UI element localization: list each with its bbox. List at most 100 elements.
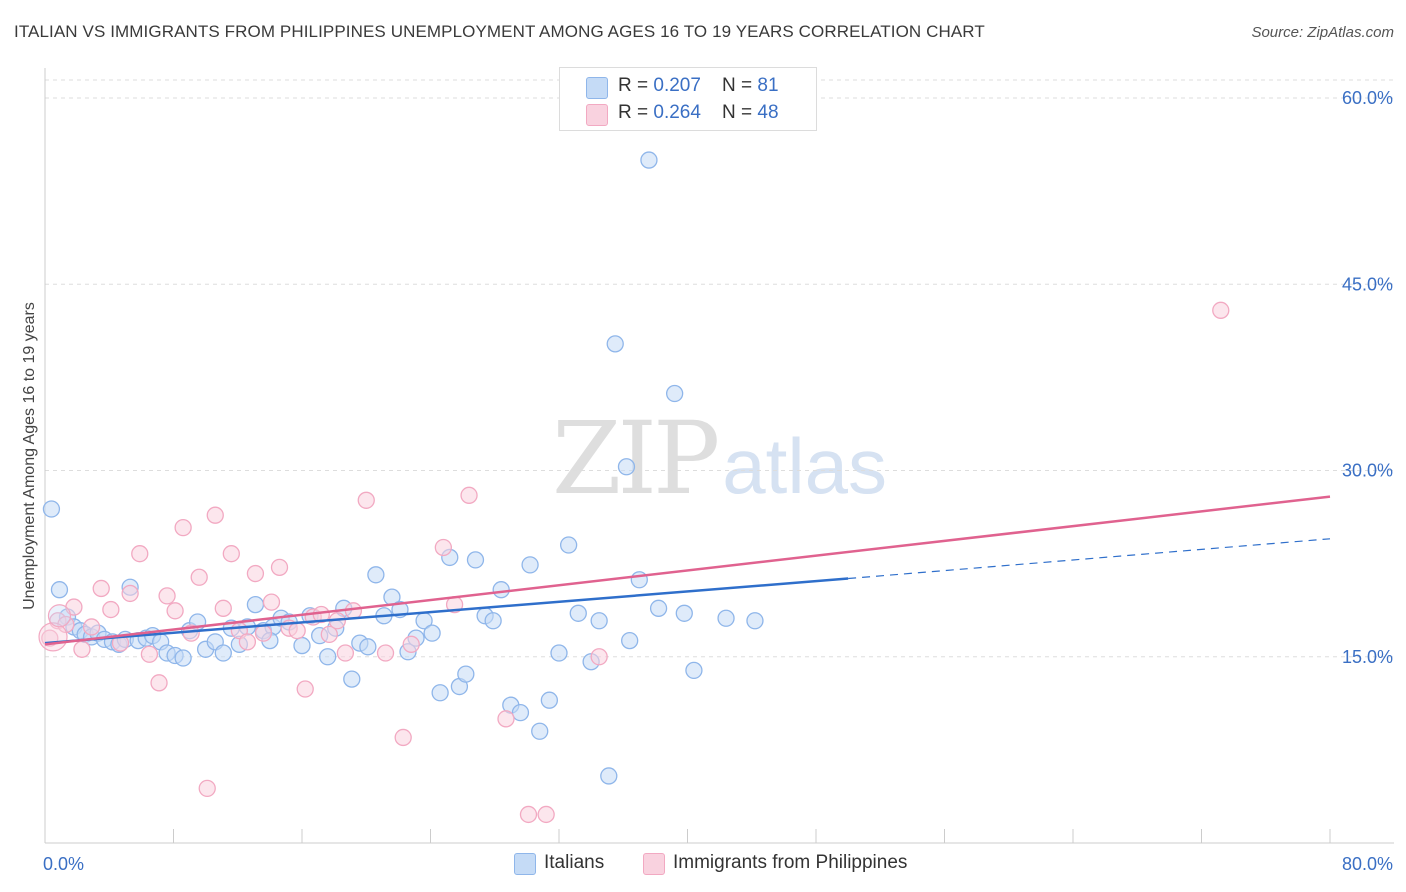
philippines-swatch <box>643 853 665 875</box>
italians-point <box>492 581 510 599</box>
legend-r-label: R = <box>618 102 654 123</box>
italians-point <box>214 644 232 662</box>
philippines-point <box>262 593 281 611</box>
legend-r-value: 0.207 <box>653 75 701 96</box>
philippines-point <box>82 618 101 636</box>
italians-point <box>675 604 693 622</box>
legend-r-label: R = <box>618 75 654 96</box>
italians-point <box>717 609 735 627</box>
philippines-swatch <box>586 104 608 126</box>
italians-point <box>423 624 441 642</box>
watermark-atlas: atlas <box>722 422 888 510</box>
philippines-point <box>336 644 355 662</box>
italians-point <box>466 551 485 569</box>
philippines-point <box>270 558 289 576</box>
italians-point <box>666 384 684 403</box>
source-label: Source: ZipAtlas.com <box>1251 24 1394 41</box>
italians-point <box>511 703 530 722</box>
italians-point <box>531 722 549 740</box>
legend-n-label: N = <box>722 75 758 96</box>
philippines-point <box>402 635 420 653</box>
philippines-point <box>166 602 184 620</box>
italians-point <box>457 665 475 683</box>
italians-point <box>621 631 639 650</box>
italians-point <box>617 458 636 476</box>
watermark-zip: ZIP <box>552 400 720 517</box>
philippines-point <box>150 674 168 692</box>
philippines-point <box>1212 301 1230 319</box>
philippines-point <box>357 491 375 509</box>
italians-point <box>569 604 587 622</box>
philippines-point <box>288 622 306 640</box>
italians-point <box>590 612 608 630</box>
y-tick-label: 30.0% <box>1342 461 1393 481</box>
legend-label-philippines: Immigrants from Philippines <box>673 852 908 873</box>
philippines-point <box>131 545 149 563</box>
philippines-point <box>174 518 192 537</box>
italians-point <box>606 335 624 353</box>
philippines-point <box>206 506 224 524</box>
philippines-point <box>344 602 363 620</box>
philippines-point <box>73 640 91 658</box>
y-tick-label: 45.0% <box>1342 274 1393 294</box>
legend-n-value: 81 <box>757 75 779 96</box>
italians-point <box>319 648 337 666</box>
philippines-point <box>537 805 555 824</box>
italians-point <box>746 612 764 630</box>
y-tick-label: 60.0% <box>1342 88 1393 108</box>
philippines-point <box>47 604 72 628</box>
italians-point <box>367 566 385 584</box>
philippines-point <box>376 644 395 662</box>
philippines-point <box>254 624 273 642</box>
philippines-point <box>296 680 314 698</box>
philippines-point <box>434 538 453 557</box>
italians-trendline-extension <box>848 538 1331 580</box>
philippines-trendline <box>44 495 1331 646</box>
philippines-point <box>460 486 478 504</box>
italians-point <box>359 638 377 656</box>
italians-point <box>600 767 618 785</box>
philippines-point <box>222 545 240 563</box>
correlation-legend: R = 0.207 N = 81 R = 0.264 N = 48 <box>559 67 817 131</box>
philippines-point <box>190 568 208 586</box>
italians-point <box>685 661 703 680</box>
philippines-point <box>121 584 139 603</box>
italians-point <box>343 670 361 688</box>
italians-point <box>540 691 559 709</box>
italians-swatch <box>514 853 536 875</box>
philippines-point <box>590 648 608 666</box>
series-legend: Italians Immigrants from Philippines <box>0 850 1406 878</box>
legend-label-italians: Italians <box>544 852 605 873</box>
philippines-point <box>158 587 176 605</box>
x-tick-label: 80.0% <box>1342 854 1393 874</box>
italians-point <box>431 684 449 702</box>
italians-point <box>293 636 311 655</box>
italians-point <box>42 500 61 518</box>
italians-point <box>640 151 658 169</box>
philippines-point <box>38 622 68 652</box>
philippines-point <box>214 599 232 617</box>
italians-swatch <box>586 77 608 99</box>
italians-point <box>559 536 578 554</box>
italians-point <box>484 612 502 630</box>
philippines-point <box>198 779 216 798</box>
italians-point <box>174 649 192 667</box>
watermark: ZIPatlas <box>552 400 887 517</box>
philippines-point <box>497 710 515 728</box>
italians-point <box>649 599 668 617</box>
chart-title: ITALIAN VS IMMIGRANTS FROM PHILIPPINES U… <box>14 22 985 41</box>
philippines-point <box>394 728 412 747</box>
philippines-point <box>140 645 159 663</box>
italians-point <box>550 644 568 662</box>
philippines-point <box>238 633 257 651</box>
legend-r-value: 0.264 <box>653 102 701 123</box>
x-tick-label: 0.0% <box>43 854 84 874</box>
legend-n-value: 48 <box>757 102 779 123</box>
philippines-point <box>246 564 265 583</box>
italians-point <box>50 581 69 599</box>
philippines-point <box>519 805 538 824</box>
philippines-point <box>320 625 338 644</box>
italians-point <box>246 595 265 614</box>
italians-point <box>521 556 539 574</box>
